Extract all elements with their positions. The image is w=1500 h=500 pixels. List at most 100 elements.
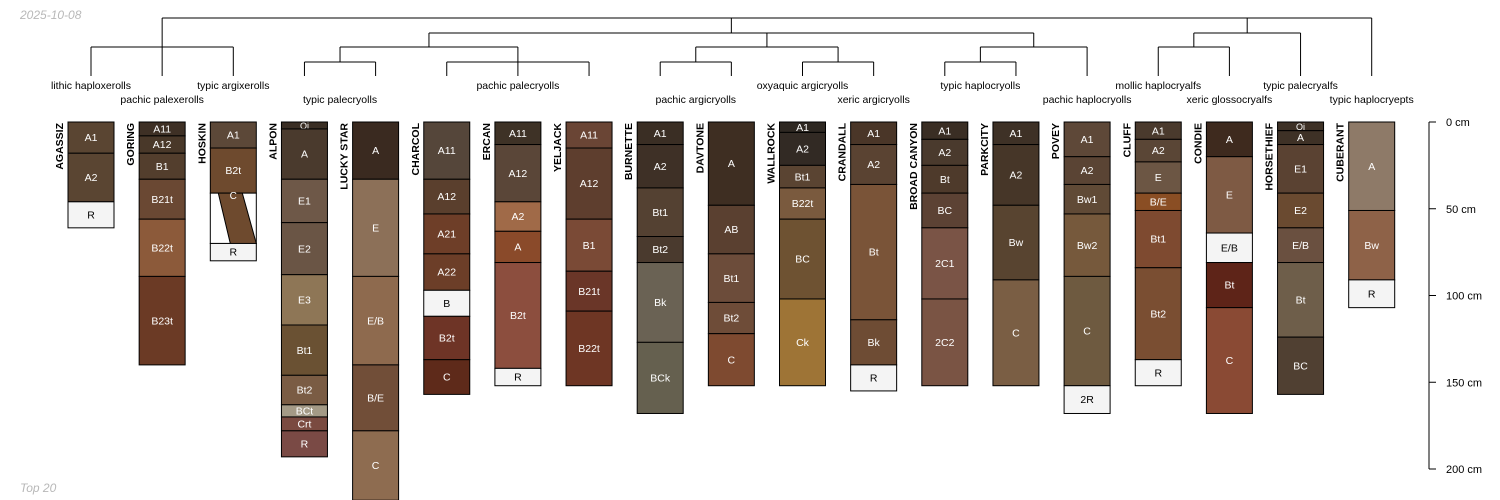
horizon-label: B22t (578, 343, 600, 355)
horizon-BC (1277, 336, 1325, 395)
horizon-C (707, 333, 755, 387)
horizon-label: B/E (1150, 196, 1167, 208)
profile-ercan: ERCAN A11 A12 A2 A B2t R (481, 121, 542, 387)
horizon-Bt2 (1134, 267, 1182, 361)
horizon-label: C (372, 460, 380, 472)
horizon-A2 (494, 201, 542, 232)
horizon-label: E2 (298, 243, 311, 255)
horizon-label: E (372, 222, 379, 234)
horizon-label: Bt1 (652, 207, 668, 219)
horizon-label: B/E (367, 392, 384, 404)
horizon-E (1205, 156, 1253, 234)
horizon-A (494, 230, 542, 264)
horizon-A2 (636, 144, 684, 189)
profile-cluff: CLUFF A1 A2 E B/E Bt1 Bt2 R (1121, 121, 1182, 387)
horizon-BCk (636, 341, 684, 414)
horizon-label: Bt (940, 174, 950, 186)
profile-name: CHARCOL (410, 122, 422, 175)
horizon-label: Bt1 (723, 273, 739, 285)
horizon-label: A1 (796, 122, 809, 134)
taxon-label: lithic haploxerolls (51, 80, 131, 92)
horizon-label: A (372, 145, 379, 157)
horizon-label: A12 (153, 139, 172, 151)
horizon-label: Bt (869, 247, 879, 259)
horizon-R (494, 367, 542, 387)
horizon-A11 (423, 121, 471, 180)
horizon-Bt (921, 164, 969, 194)
horizon-label: Oi (1296, 122, 1305, 132)
horizon-A12 (494, 144, 542, 203)
taxon-label: typic haplocryepts (1330, 94, 1414, 106)
horizon-2R (1063, 385, 1111, 414)
horizon-label: B21t (151, 194, 173, 206)
horizon-Bw2 (1063, 213, 1111, 277)
profile-horsethief: HORSETHIEF OiA E1 E2 E/B Bt BC (1264, 121, 1325, 395)
horizon-R (1348, 279, 1396, 309)
horizon-B21t (138, 178, 186, 220)
horizon-label: Ck (796, 337, 810, 349)
horizon-B1 (565, 218, 613, 272)
horizon-Bt1 (280, 324, 328, 376)
horizon-label: Bt (1296, 294, 1306, 306)
horizon-label: Bt2 (1150, 308, 1166, 320)
profile-crandall: CRANDALL A1 A2 Bt Bk R (837, 121, 898, 392)
horizon-label: R (870, 373, 878, 385)
profile-burnette: BURNETTE A1 A2 Bt1 Bt2 Bk BCk (623, 121, 684, 414)
profile-charcol: CHARCOL A11 A12 A21 A22 B B2t C (410, 121, 471, 395)
taxon-label: pachic palexerolls (120, 94, 203, 106)
horizon-Bt (850, 183, 898, 321)
horizon-R (209, 242, 257, 262)
dendrogram (90, 17, 1373, 76)
axis-tick-label: 0 cm (1446, 117, 1470, 129)
horizon-A (1348, 121, 1396, 211)
horizon-R (850, 364, 898, 392)
horizon-label: A11 (438, 145, 456, 157)
horizon-label: B2t (510, 310, 526, 322)
horizon-label: R (1368, 288, 1376, 300)
profile-yeljack: YELJACK A11 A12 B1 B21t B22t (552, 121, 613, 387)
horizon-Bk (850, 319, 898, 366)
horizon-label: A1 (1010, 128, 1023, 140)
profile-name: CUBERANT (1335, 122, 1347, 182)
horizon-label: B2t (439, 333, 455, 345)
horizon-B2t (494, 262, 542, 369)
horizon-E (352, 178, 400, 277)
axis-tick-label: 200 cm (1446, 464, 1482, 476)
horizon-label: A (1297, 132, 1304, 144)
horizon-label: BC (795, 254, 810, 266)
horizon-label: A12 (437, 191, 456, 203)
horizon-label: A11 (580, 130, 598, 142)
horizon-2C1 (921, 227, 969, 300)
horizon-label: A1 (938, 125, 951, 137)
horizon-A11 (565, 121, 613, 149)
profile-cuberant: CUBERANT A Bw R (1335, 121, 1396, 309)
horizon-E3 (280, 274, 328, 326)
horizon-label: E1 (298, 196, 311, 208)
horizon-A2 (850, 144, 898, 185)
horizon-Bt2 (280, 374, 328, 406)
depth-axis: 0 cm 50 cm 100 cm 150 cm 200 cm (1428, 117, 1482, 476)
horizon-B21t (565, 270, 613, 312)
horizon-A2 (779, 131, 826, 166)
taxon-label: pachic argicryolls (656, 94, 737, 106)
horizon-B22t (138, 218, 186, 277)
profile-name: HORSETHIEF (1264, 122, 1276, 190)
taxon-label: pachic palecryolls (476, 80, 559, 92)
horizon-label: B22t (151, 242, 173, 254)
horizon-Ck (779, 298, 826, 387)
profile-name: AGASSIZ (54, 122, 66, 169)
horizon-label: A2 (654, 161, 667, 173)
profile-hoskin: HOSKIN A1 B2t C R (196, 121, 257, 262)
horizon-label: A2 (511, 211, 524, 223)
horizon-label: A2 (938, 147, 951, 159)
horizon-A2 (992, 144, 1040, 206)
horizon-label: E1 (1294, 163, 1307, 175)
horizon-label: BC (938, 205, 953, 217)
horizon-label: Bk (868, 337, 881, 349)
horizon-label: Bt2 (723, 313, 739, 325)
horizon-label: Bt1 (795, 171, 811, 183)
taxon-label: pachic haplocryolls (1043, 94, 1132, 106)
subset-label: Top 20 (20, 481, 57, 495)
horizon-label: A1 (227, 130, 240, 142)
